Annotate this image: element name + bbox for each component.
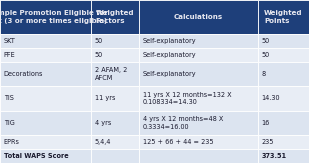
Bar bbox=[139, 135, 258, 149]
Text: Weighted
Factors: Weighted Factors bbox=[96, 10, 134, 24]
Bar bbox=[91, 86, 139, 111]
Text: Self-explanatory: Self-explanatory bbox=[143, 71, 197, 77]
Text: 50: 50 bbox=[95, 38, 103, 44]
Text: 4 yrs: 4 yrs bbox=[95, 120, 111, 126]
Bar bbox=[91, 149, 139, 163]
Text: 235: 235 bbox=[262, 139, 274, 145]
Bar bbox=[0, 135, 91, 149]
Text: 4 yrs X 12 months=48 X
0.3334=16.00: 4 yrs X 12 months=48 X 0.3334=16.00 bbox=[143, 116, 223, 130]
Text: 5,4,4: 5,4,4 bbox=[95, 139, 111, 145]
Bar bbox=[0, 0, 91, 34]
Text: Decorations: Decorations bbox=[4, 71, 43, 77]
Bar bbox=[91, 135, 139, 149]
Text: Total WAPS Score: Total WAPS Score bbox=[4, 153, 68, 159]
Bar bbox=[91, 0, 139, 34]
Bar bbox=[0, 111, 91, 135]
Bar bbox=[139, 86, 258, 111]
Text: TIS: TIS bbox=[4, 95, 14, 101]
Bar bbox=[258, 111, 309, 135]
Bar bbox=[258, 149, 309, 163]
Text: 373.51: 373.51 bbox=[262, 153, 287, 159]
Text: 2 AFAM, 2
AFCM: 2 AFAM, 2 AFCM bbox=[95, 67, 127, 81]
Bar bbox=[258, 86, 309, 111]
Bar bbox=[258, 48, 309, 62]
Bar bbox=[91, 111, 139, 135]
Bar bbox=[91, 62, 139, 86]
Text: 50: 50 bbox=[262, 38, 270, 44]
Text: TIG: TIG bbox=[4, 120, 15, 126]
Text: 50: 50 bbox=[262, 52, 270, 58]
Text: 8: 8 bbox=[262, 71, 266, 77]
Bar bbox=[0, 48, 91, 62]
Text: PFE: PFE bbox=[4, 52, 15, 58]
Bar bbox=[139, 62, 258, 86]
Text: 14.30: 14.30 bbox=[262, 95, 280, 101]
Text: 11 yrs X 12 months=132 X
0.108334=14.30: 11 yrs X 12 months=132 X 0.108334=14.30 bbox=[143, 92, 231, 105]
Bar bbox=[0, 62, 91, 86]
Text: 50: 50 bbox=[95, 52, 103, 58]
Bar bbox=[139, 48, 258, 62]
Text: SKT: SKT bbox=[4, 38, 15, 44]
Bar bbox=[139, 149, 258, 163]
Text: 16: 16 bbox=[262, 120, 270, 126]
Bar bbox=[258, 34, 309, 48]
Bar bbox=[0, 86, 91, 111]
Bar bbox=[91, 48, 139, 62]
Text: 125 + 66 + 44 = 235: 125 + 66 + 44 = 235 bbox=[143, 139, 213, 145]
Bar bbox=[258, 0, 309, 34]
Text: EPRs: EPRs bbox=[4, 139, 19, 145]
Text: Self-explanatory: Self-explanatory bbox=[143, 38, 197, 44]
Bar bbox=[139, 111, 258, 135]
Text: Weighted
Points: Weighted Points bbox=[264, 10, 303, 24]
Bar bbox=[0, 34, 91, 48]
Bar bbox=[139, 0, 258, 34]
Text: Self-explanatory: Self-explanatory bbox=[143, 52, 197, 58]
Bar bbox=[258, 62, 309, 86]
Bar bbox=[91, 34, 139, 48]
Bar bbox=[139, 34, 258, 48]
Text: 11 yrs: 11 yrs bbox=[95, 95, 115, 101]
Text: Calculations: Calculations bbox=[174, 14, 223, 20]
Text: Example Promotion Eligible for
TSgt (3 or more times eligible): Example Promotion Eligible for TSgt (3 o… bbox=[0, 10, 108, 24]
Bar bbox=[0, 149, 91, 163]
Bar bbox=[258, 135, 309, 149]
